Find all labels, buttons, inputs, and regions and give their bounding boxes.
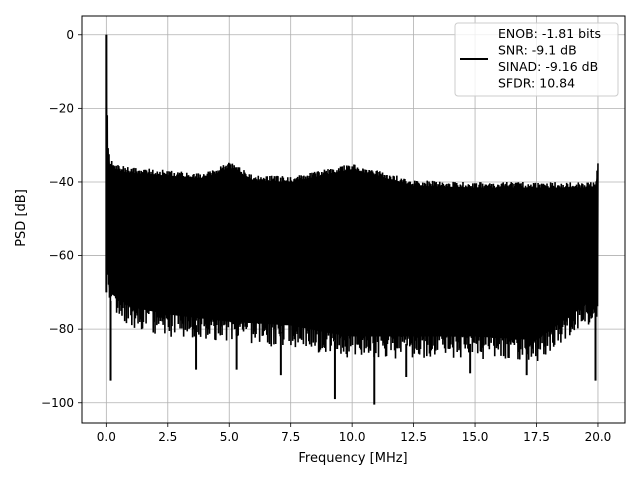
y-tick-label: −60 [49, 249, 74, 263]
x-tick-label: 17.5 [523, 430, 550, 444]
y-tick-label: −20 [49, 101, 74, 115]
y-tick-label: −100 [41, 396, 74, 410]
legend-box [454, 22, 619, 97]
x-tick-label: 10.0 [339, 430, 366, 444]
y-tick-label: 0 [66, 28, 74, 42]
legend-text: ENOB: -1.81 bits [498, 26, 601, 41]
y-tick-label: −40 [49, 175, 74, 189]
x-tick-label: 15.0 [462, 430, 489, 444]
plot-area [105, 34, 599, 405]
x-tick-label: 5.0 [220, 430, 239, 444]
y-tick-label: −80 [49, 322, 74, 336]
psd-trace-body [108, 149, 598, 341]
x-tick-label: 20.0 [585, 430, 612, 444]
x-tick-label: 7.5 [281, 430, 300, 444]
legend-text: SNR: -9.1 dB [498, 43, 577, 58]
y-axis-label: PSD [dB] [14, 189, 29, 247]
legend-text: SFDR: 10.84 [498, 76, 575, 91]
axes-frame [81, 15, 626, 424]
x-tick-label: 0.0 [97, 430, 116, 444]
legend-text: SINAD: -9.16 dB [498, 59, 598, 74]
axes: 0.0 2.5 5.0 7.5 10.0 12.5 15.0 17.5 20.0 0 −20 −40 −… [41, 15, 626, 444]
x-tick-label: 2.5 [158, 430, 177, 444]
x-axis-label: Frequency [MHz] [298, 451, 407, 466]
x-tick-label: 12.5 [400, 430, 427, 444]
